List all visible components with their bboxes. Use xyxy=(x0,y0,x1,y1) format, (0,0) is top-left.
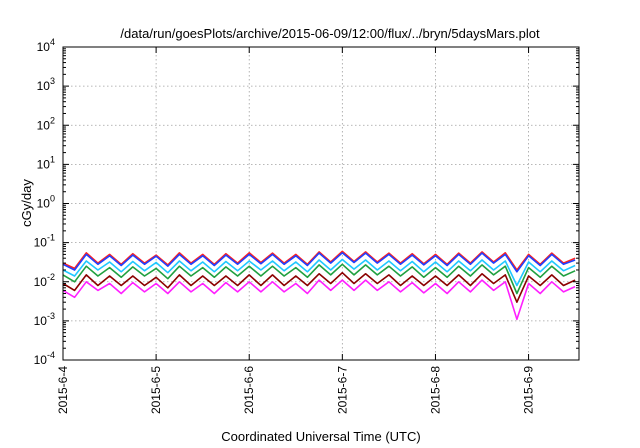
x-tick-label: 2015-6-8 xyxy=(428,366,442,414)
series-line-4 xyxy=(62,263,576,295)
grid xyxy=(63,47,579,360)
y-tick-label: 101 xyxy=(37,154,55,171)
chart-title: /data/run/goesPlots/archive/2015-06-09/1… xyxy=(120,26,540,41)
y-tick-label: 10-4 xyxy=(34,350,55,367)
series-line-2 xyxy=(62,252,576,273)
y-tick-label: 10-3 xyxy=(34,311,55,328)
x-tick-label: 2015-6-6 xyxy=(242,366,256,414)
x-tick-labels: 2015-6-4 2015-6-5 2015-6-6 2015-6-7 2015-6-8… xyxy=(56,366,536,414)
plot-series xyxy=(62,250,576,321)
x-axis-label: Coordinated Universal Time (UTC) xyxy=(221,429,420,444)
y-tick-label: 10-1 xyxy=(34,233,55,250)
y-tick-labels: 10-4 10-3 10-2 10-1 100 101 102 103 104 xyxy=(34,37,55,367)
series-line-6 xyxy=(62,279,576,321)
series-line-5 xyxy=(62,271,576,304)
y-tick-label: 10-2 xyxy=(34,272,55,289)
series-line-3 xyxy=(62,258,576,287)
y-tick-label: 103 xyxy=(37,76,55,93)
y-tick-label: 104 xyxy=(37,37,55,54)
axis-ticks xyxy=(62,46,579,361)
series-line-1 xyxy=(62,250,576,271)
y-axis-label: cGy/day xyxy=(19,179,34,227)
y-tick-label: 102 xyxy=(37,115,55,132)
x-tick-label: 2015-6-7 xyxy=(335,366,349,414)
x-tick-label: 2015-6-5 xyxy=(149,366,163,414)
y-tick-label: 100 xyxy=(37,194,55,211)
x-tick-label: 2015-6-4 xyxy=(56,366,70,414)
x-tick-label: 2015-6-9 xyxy=(522,366,536,414)
